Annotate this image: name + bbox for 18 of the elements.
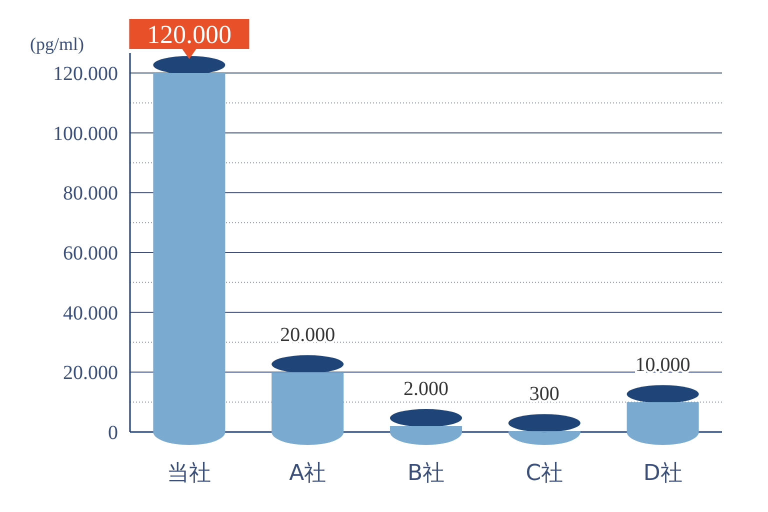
x-tick-label: C社 bbox=[526, 461, 564, 486]
y-tick-label: 120.000 bbox=[53, 63, 118, 85]
x-tick-label: D社 bbox=[643, 461, 682, 486]
x-tick-label: 当社 bbox=[167, 461, 212, 486]
data-label: 2.000 bbox=[404, 378, 448, 400]
data-label: 300 bbox=[529, 383, 560, 406]
data-label: 120.000 bbox=[146, 20, 232, 49]
data-label: 20.000 bbox=[280, 324, 336, 346]
x-tick-label: B社 bbox=[407, 461, 445, 486]
y-tick-label: 100.000 bbox=[53, 122, 118, 145]
y-tick-label: 60.000 bbox=[63, 242, 118, 264]
y-tick-label: 80.000 bbox=[63, 182, 118, 205]
y-axis-title: (pg/ml) bbox=[30, 34, 84, 54]
data-label: 10.000 bbox=[635, 354, 690, 376]
y-tick-label: 0 bbox=[108, 422, 118, 444]
y-tick-label: 40.000 bbox=[63, 302, 118, 324]
x-tick-label: A社 bbox=[289, 461, 326, 486]
y-tick-label: 20.000 bbox=[63, 362, 118, 384]
